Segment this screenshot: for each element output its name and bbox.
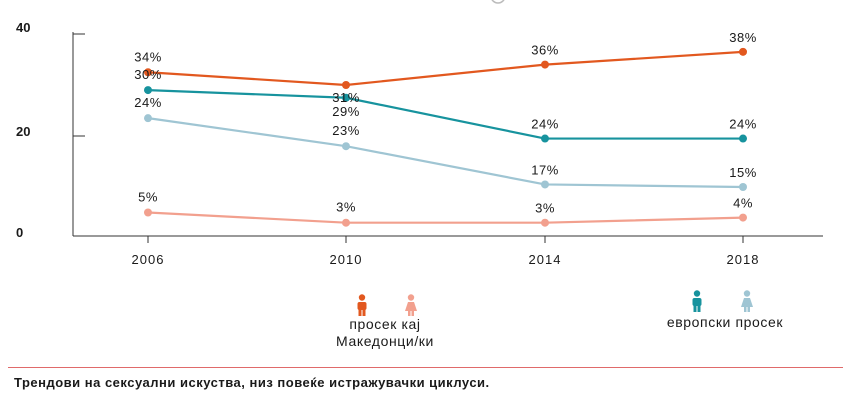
- data-point: [342, 93, 350, 102]
- data-point: [144, 208, 152, 217]
- chart-axes: [72, 32, 823, 237]
- series-line-mk-male: [147, 50, 744, 87]
- data-point: [342, 218, 350, 227]
- legend-mk-line2: Македонци/ки: [336, 333, 434, 349]
- x-tick-label: 2014: [529, 252, 562, 267]
- data-label: 29%: [332, 104, 360, 119]
- x-tick-label: 2018: [727, 252, 760, 267]
- series-line-mk-female: [147, 211, 744, 224]
- legend-mk-line1: просек кај: [349, 316, 421, 332]
- decorative-ring-mark: [491, 0, 505, 4]
- data-point: [541, 180, 549, 189]
- data-point: [541, 60, 549, 69]
- y-tick-label: 0: [16, 225, 23, 240]
- female-person-icon: [741, 290, 753, 312]
- series-line-eu-female: [147, 117, 744, 189]
- data-point: [144, 68, 152, 77]
- data-point: [144, 86, 152, 95]
- data-point: [739, 213, 747, 222]
- y-ticks: 0 20 40: [16, 20, 85, 240]
- data-label: 23%: [332, 123, 360, 138]
- legend-mk-label: просек кај Македонци/ки: [300, 316, 470, 350]
- legend-eu-label: европски просек: [666, 314, 784, 330]
- data-point: [739, 47, 747, 56]
- data-point: [342, 81, 350, 89]
- male-person-icon: [692, 290, 702, 312]
- x-ticks: 2006 2010 2014 2018: [132, 236, 760, 267]
- data-label: 24%: [531, 117, 559, 132]
- data-point: [342, 142, 350, 151]
- data-point: [541, 218, 549, 227]
- data-point: [144, 114, 152, 123]
- x-tick-label: 2010: [330, 252, 363, 267]
- y-tick-label: 20: [16, 124, 30, 139]
- data-label: 4%: [733, 196, 753, 211]
- data-label: 36%: [531, 43, 559, 58]
- data-label: 15%: [729, 165, 757, 180]
- data-labels: 34% 31% 36% 38% 30% 29% 24% 24% 24% 23% 17% 15% 5% 3%…: [134, 30, 757, 216]
- data-label: 5%: [138, 190, 158, 205]
- data-point: [541, 134, 549, 143]
- data-label: 31%: [332, 90, 360, 105]
- data-label: 3%: [336, 200, 356, 215]
- male-person-icon: [357, 294, 367, 316]
- data-point: [739, 183, 747, 191]
- figure-caption: Трендови на сексуални искуства, низ пове…: [14, 375, 490, 390]
- divider: [8, 367, 843, 368]
- data-label: 30%: [134, 67, 162, 82]
- data-label: 3%: [535, 201, 555, 216]
- y-tick-label: 40: [16, 20, 30, 35]
- data-point: [739, 134, 747, 143]
- data-label: 24%: [134, 95, 162, 110]
- series-layer: [144, 47, 747, 227]
- line-chart: 0 20 40 2006 2010 2014 2018 34% 31% 36% 38% 30% 29…: [16, 0, 823, 267]
- female-person-icon: [405, 294, 417, 316]
- x-tick-label: 2006: [132, 252, 165, 267]
- data-label: 24%: [729, 117, 757, 132]
- data-label: 17%: [531, 162, 559, 177]
- series-line-eu-male: [147, 89, 743, 140]
- data-label: 38%: [729, 30, 757, 45]
- data-label: 34%: [134, 49, 162, 64]
